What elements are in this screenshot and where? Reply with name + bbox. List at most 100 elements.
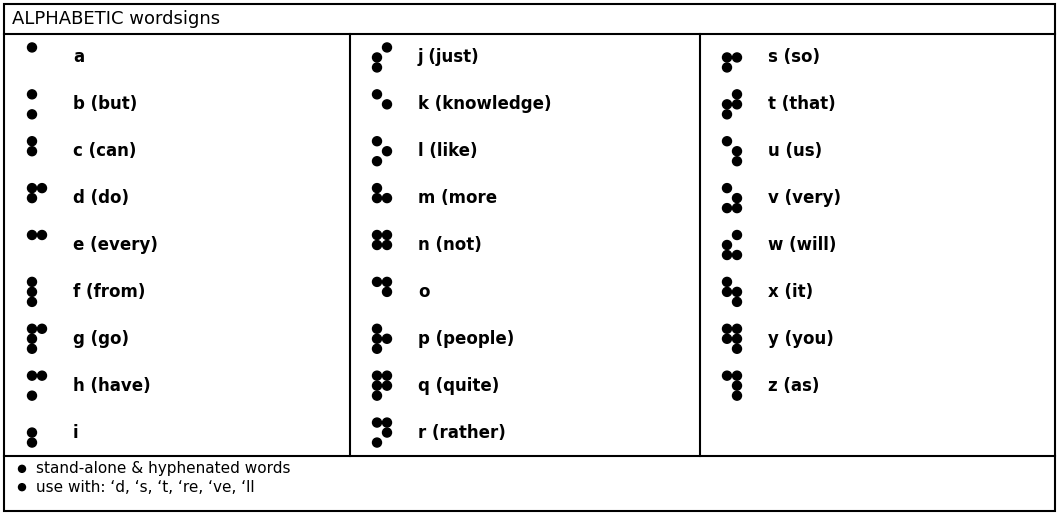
Circle shape bbox=[373, 157, 381, 166]
Circle shape bbox=[382, 194, 392, 202]
Circle shape bbox=[382, 371, 392, 380]
Circle shape bbox=[382, 287, 392, 297]
Circle shape bbox=[722, 136, 732, 146]
Text: y (you): y (you) bbox=[768, 330, 833, 348]
Circle shape bbox=[37, 231, 47, 239]
Circle shape bbox=[28, 90, 36, 99]
Text: h (have): h (have) bbox=[73, 376, 150, 394]
Circle shape bbox=[28, 428, 36, 437]
Text: f (from): f (from) bbox=[73, 283, 145, 301]
Circle shape bbox=[28, 184, 36, 193]
Circle shape bbox=[733, 324, 741, 333]
Text: r (rather): r (rather) bbox=[418, 423, 506, 441]
Text: p (people): p (people) bbox=[418, 330, 515, 348]
Circle shape bbox=[733, 345, 741, 353]
Text: a: a bbox=[73, 48, 84, 66]
Circle shape bbox=[722, 53, 732, 62]
Circle shape bbox=[18, 484, 25, 491]
Text: o: o bbox=[418, 283, 430, 301]
Circle shape bbox=[28, 345, 36, 353]
Text: k (knowledge): k (knowledge) bbox=[418, 95, 552, 113]
Circle shape bbox=[28, 371, 36, 380]
Circle shape bbox=[28, 334, 36, 344]
Circle shape bbox=[722, 334, 732, 344]
Circle shape bbox=[373, 345, 381, 353]
Circle shape bbox=[373, 53, 381, 62]
Circle shape bbox=[382, 278, 392, 286]
Text: d (do): d (do) bbox=[73, 189, 129, 207]
Circle shape bbox=[733, 297, 741, 306]
Text: b (but): b (but) bbox=[73, 95, 138, 113]
Circle shape bbox=[382, 100, 392, 109]
Circle shape bbox=[373, 231, 381, 239]
Circle shape bbox=[733, 371, 741, 380]
Circle shape bbox=[373, 241, 381, 249]
Text: i: i bbox=[73, 423, 78, 441]
Text: u (us): u (us) bbox=[768, 142, 822, 160]
Text: stand-alone & hyphenated words: stand-alone & hyphenated words bbox=[36, 461, 290, 476]
Circle shape bbox=[722, 371, 732, 380]
Circle shape bbox=[28, 324, 36, 333]
Circle shape bbox=[722, 241, 732, 249]
Circle shape bbox=[733, 250, 741, 260]
Circle shape bbox=[733, 53, 741, 62]
Text: t (that): t (that) bbox=[768, 95, 836, 113]
Circle shape bbox=[373, 381, 381, 390]
Circle shape bbox=[382, 428, 392, 437]
Circle shape bbox=[373, 334, 381, 344]
Circle shape bbox=[373, 391, 381, 400]
Text: use with: ‘d, ‘s, ‘t, ‘re, ‘ve, ‘ll: use with: ‘d, ‘s, ‘t, ‘re, ‘ve, ‘ll bbox=[36, 479, 254, 495]
Circle shape bbox=[382, 381, 392, 390]
Circle shape bbox=[373, 136, 381, 146]
Circle shape bbox=[28, 391, 36, 400]
Text: v (very): v (very) bbox=[768, 189, 841, 207]
Circle shape bbox=[382, 147, 392, 156]
Circle shape bbox=[382, 231, 392, 239]
Circle shape bbox=[28, 287, 36, 297]
Text: ALPHABETIC wordsigns: ALPHABETIC wordsigns bbox=[12, 10, 220, 28]
Circle shape bbox=[733, 90, 741, 99]
Text: n (not): n (not) bbox=[418, 236, 482, 254]
Circle shape bbox=[373, 371, 381, 380]
Circle shape bbox=[373, 278, 381, 286]
Text: z (as): z (as) bbox=[768, 376, 820, 394]
Circle shape bbox=[722, 63, 732, 72]
Circle shape bbox=[28, 136, 36, 146]
Circle shape bbox=[18, 466, 25, 472]
Circle shape bbox=[722, 110, 732, 119]
Circle shape bbox=[382, 334, 392, 344]
Text: g (go): g (go) bbox=[73, 330, 129, 348]
Circle shape bbox=[722, 100, 732, 109]
Circle shape bbox=[733, 391, 741, 400]
Circle shape bbox=[733, 147, 741, 156]
Circle shape bbox=[373, 184, 381, 193]
Circle shape bbox=[382, 241, 392, 249]
Circle shape bbox=[733, 157, 741, 166]
Circle shape bbox=[373, 194, 381, 202]
Circle shape bbox=[373, 90, 381, 99]
Circle shape bbox=[733, 194, 741, 202]
Circle shape bbox=[733, 381, 741, 390]
Circle shape bbox=[28, 438, 36, 447]
Circle shape bbox=[373, 438, 381, 447]
Circle shape bbox=[373, 418, 381, 427]
Circle shape bbox=[733, 203, 741, 213]
Circle shape bbox=[722, 184, 732, 193]
Text: x (it): x (it) bbox=[768, 283, 813, 301]
Circle shape bbox=[28, 278, 36, 286]
Circle shape bbox=[382, 43, 392, 52]
Circle shape bbox=[37, 324, 47, 333]
Circle shape bbox=[28, 43, 36, 52]
Circle shape bbox=[722, 250, 732, 260]
Text: e (every): e (every) bbox=[73, 236, 158, 254]
Text: s (so): s (so) bbox=[768, 48, 820, 66]
Circle shape bbox=[382, 418, 392, 427]
Circle shape bbox=[373, 63, 381, 72]
Text: q (quite): q (quite) bbox=[418, 376, 499, 394]
Circle shape bbox=[28, 147, 36, 156]
Circle shape bbox=[722, 287, 732, 297]
Text: w (will): w (will) bbox=[768, 236, 837, 254]
Circle shape bbox=[28, 110, 36, 119]
Circle shape bbox=[37, 371, 47, 380]
Text: c (can): c (can) bbox=[73, 142, 137, 160]
